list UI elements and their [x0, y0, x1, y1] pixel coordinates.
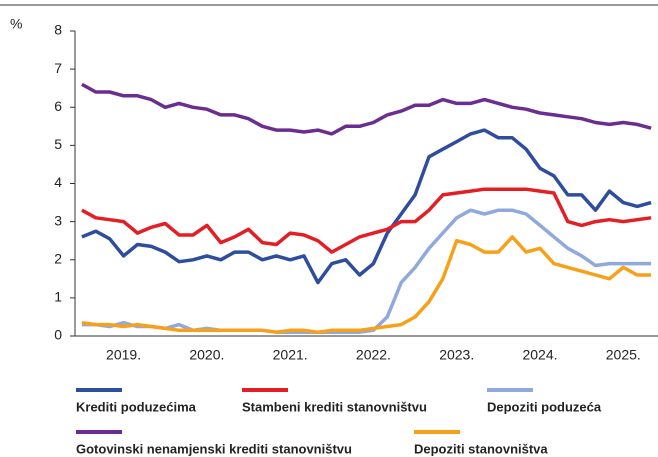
x-tick-label: 2020.: [189, 347, 224, 363]
y-tick-label: 8: [54, 22, 62, 38]
legend-swatch: [76, 430, 122, 434]
y-tick-label: 0: [54, 327, 62, 343]
series-line: [81, 208, 652, 334]
y-tick-label: 2: [54, 250, 62, 266]
x-tick-label: 2024.: [522, 347, 557, 363]
y-tick-label: 1: [54, 289, 62, 305]
series-line: [81, 187, 652, 254]
y-unit: %: [10, 16, 22, 32]
legend-label: Depoziti poduzeća: [487, 399, 602, 414]
legend-swatch: [76, 388, 122, 392]
legend-swatch: [242, 388, 288, 392]
x-tick-label: 2021.: [273, 347, 308, 363]
y-tick-label: 5: [54, 136, 62, 152]
series-line: [81, 235, 652, 334]
x-tick-label: 2022.: [356, 347, 391, 363]
x-tick-label: 2019.: [106, 347, 141, 363]
y-tick-label: 6: [54, 98, 62, 114]
x-tick-label: 2025.: [606, 347, 641, 363]
y-tick-label: 7: [54, 60, 62, 76]
series-line: [81, 128, 652, 285]
x-tick-label: 2023.: [439, 347, 474, 363]
legend-label: Depoziti stanovništva: [414, 441, 548, 456]
legend-label: Stambeni krediti stanovništvu: [242, 399, 427, 414]
legend-label: Krediti poduzećima: [76, 399, 197, 414]
legend-swatch: [487, 388, 533, 392]
series-line: [81, 82, 652, 136]
y-tick-label: 3: [54, 212, 62, 228]
legend-swatch: [414, 430, 460, 434]
legend-label: Gotovinski nenamjenski krediti stanovniš…: [76, 441, 352, 456]
y-tick-label: 4: [54, 174, 62, 190]
